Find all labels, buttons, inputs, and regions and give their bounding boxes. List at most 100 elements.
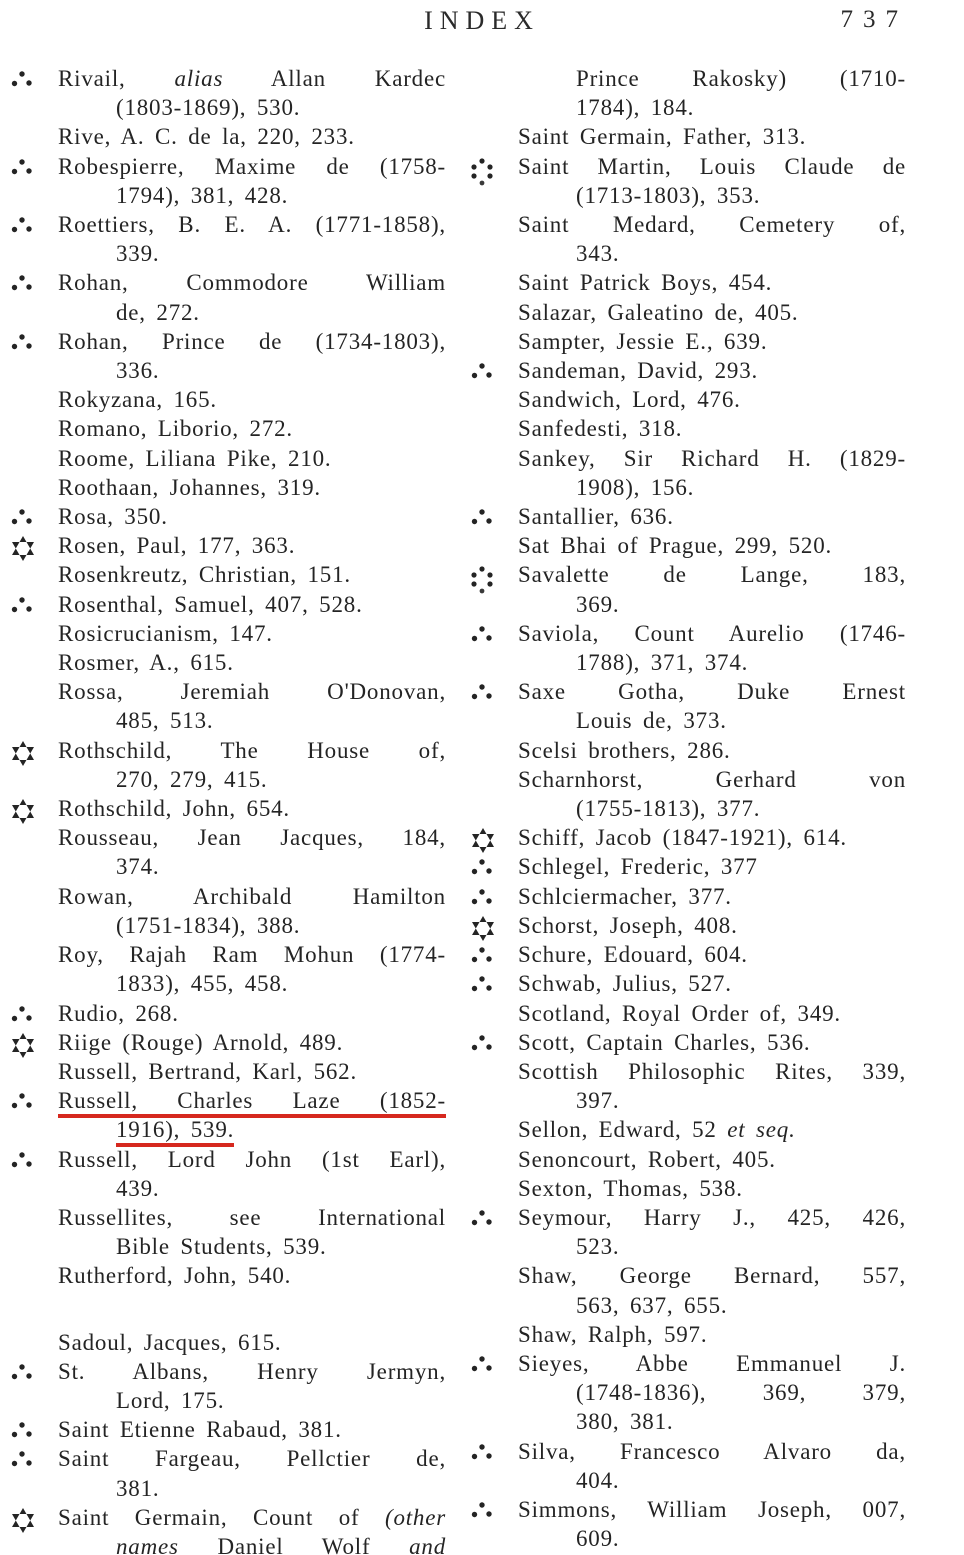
star-of-david-icon bbox=[10, 740, 40, 767]
entry-text: Seymour, Harry J., 425, 426, bbox=[518, 1204, 906, 1230]
star-of-david-icon bbox=[470, 915, 500, 942]
index-entry: Rosicrucianism, 147. bbox=[8, 619, 446, 648]
three-dots-icon bbox=[10, 595, 40, 615]
index-entry: Rivail, alias Allan Kardec (1803-1869), 5… bbox=[8, 64, 446, 122]
index-entry: Sampter, Jessie E., 639. bbox=[468, 327, 906, 356]
italic-text: et seq. bbox=[727, 1117, 796, 1143]
index-entry: Roettiers, B. E. A. (1771-1858), 339. bbox=[8, 210, 446, 268]
entry-text: Rosmer, A., 615. bbox=[58, 650, 234, 676]
index-entry: Saint Etienne Rabaud, 381. bbox=[8, 1415, 446, 1444]
entry-line: Scelsi brothers, 286. bbox=[518, 736, 906, 765]
entry-line: names Daniel Wolf and bbox=[58, 1532, 446, 1555]
entry-line: Saint Germain, Father, 313. bbox=[518, 122, 906, 151]
entry-text: Saxe Gotha, Duke Ernest bbox=[518, 679, 906, 705]
entry-text: 1784), 184. bbox=[576, 95, 695, 121]
star-of-david-icon bbox=[470, 828, 500, 854]
entry-text: Bible Students, 539. bbox=[116, 1234, 327, 1260]
entry-text: Rousseau, Jean Jacques, 184, bbox=[58, 825, 446, 851]
entry-line: Simmons, William Joseph, 007, bbox=[518, 1495, 906, 1524]
entry-line: Sat Bhai of Prague, 299, 520. bbox=[518, 531, 906, 560]
index-entry: Rowan, Archibald Hamilton (1751-1834), 38… bbox=[8, 882, 446, 940]
entry-line: Rousseau, Jean Jacques, 184, bbox=[58, 823, 446, 852]
entry-text: Saint Etienne Rabaud, 381. bbox=[58, 1417, 342, 1443]
entry-text: Scelsi brothers, 286. bbox=[518, 737, 731, 763]
entry-text: Rive, A. C. de la, 220, 233. bbox=[58, 124, 355, 150]
entry-line: 1908), 156. bbox=[518, 473, 906, 502]
index-entry: Simmons, William Joseph, 007, 609. bbox=[468, 1495, 906, 1553]
entry-text: Scott, Captain Charles, 536. bbox=[518, 1029, 811, 1055]
index-entry: Rossa, Jeremiah O'Donovan, 485, 513. bbox=[8, 677, 446, 735]
entry-text: Saint Fargeau, Pellctier de, bbox=[58, 1446, 446, 1472]
three-dots-icon bbox=[10, 157, 40, 177]
entry-text: Savalette de Lange, 183, bbox=[518, 562, 906, 588]
entry-line: Saint Etienne Rabaud, 381. bbox=[58, 1415, 446, 1444]
entry-line: 381. bbox=[58, 1474, 446, 1503]
index-entry: Rive, A. C. de la, 220, 233. bbox=[8, 122, 446, 151]
entry-line: Savalette de Lange, 183, bbox=[518, 560, 906, 589]
column-left: Rivail, alias Allan Kardec (1803-1869), 5… bbox=[8, 64, 446, 1555]
entry-text: Schure, Edouard, 604. bbox=[518, 942, 748, 968]
entry-line: 1794), 381, 428. bbox=[58, 181, 446, 210]
entry-line: 397. bbox=[518, 1086, 906, 1115]
italic-text: names bbox=[116, 1533, 179, 1555]
index-entry: Schwab, Julius, 527. bbox=[468, 969, 906, 998]
entry-text: Saint Patrick Boys, 454. bbox=[518, 270, 773, 296]
entry-line: Rossa, Jeremiah O'Donovan, bbox=[58, 677, 446, 706]
entry-text: Shaw, Ralph, 597. bbox=[518, 1321, 708, 1347]
index-entry: Schure, Edouard, 604. bbox=[468, 940, 906, 969]
index-entry: Schorst, Joseph, 408. bbox=[468, 911, 906, 942]
three-dots-icon bbox=[10, 1362, 40, 1382]
three-dots-icon bbox=[10, 273, 40, 293]
entry-line: Lord, 175. bbox=[58, 1386, 446, 1415]
entry-text: Rosenthal, Samuel, 407, 528. bbox=[58, 591, 363, 617]
entry-line: Rohan, Commodore William bbox=[58, 268, 446, 297]
entry-line: Russell, Charles Laze (1852- bbox=[58, 1086, 446, 1119]
three-dots-icon bbox=[470, 507, 500, 527]
three-dots-icon bbox=[470, 887, 500, 907]
entry-line: Rosa, 350. bbox=[58, 502, 446, 531]
entry-text: 380, 381. bbox=[576, 1409, 674, 1435]
entry-line: Santallier, 636. bbox=[518, 502, 906, 531]
index-entry: Roome, Liliana Pike, 210. bbox=[8, 444, 446, 473]
index-entry: Roothaan, Johannes, 319. bbox=[8, 473, 446, 502]
entry-line: 380, 381. bbox=[518, 1407, 906, 1436]
entry-text: Scharnhorst, Gerhard von bbox=[518, 766, 906, 792]
index-entry: Saint Germain, Father, 313. bbox=[468, 122, 906, 151]
entry-text: Salazar, Galeatino de, 405. bbox=[518, 299, 799, 325]
entry-text: 404. bbox=[576, 1467, 620, 1493]
index-entry: Russellites, see International Bible Stud… bbox=[8, 1203, 446, 1261]
three-dots-icon bbox=[10, 1004, 40, 1024]
entry-line: Rutherford, John, 540. bbox=[58, 1261, 446, 1290]
italic-text: (other bbox=[384, 1504, 446, 1530]
entry-text: Sandwich, Lord, 476. bbox=[518, 387, 741, 413]
entry-text: 485, 513. bbox=[116, 708, 214, 734]
entry-line: (1748-1836), 369, 379, bbox=[518, 1378, 906, 1407]
entry-line: Sankey, Sir Richard H. (1829- bbox=[518, 444, 906, 473]
entry-line: 1784), 184. bbox=[518, 93, 906, 122]
index-entry: Shaw, Ralph, 597. bbox=[468, 1320, 906, 1349]
entry-line: Rudio, 268. bbox=[58, 999, 446, 1028]
entry-text: 270, 279, 415. bbox=[116, 766, 268, 792]
index-entry: Rohan, Commodore William de, 272. bbox=[8, 268, 446, 326]
entry-line: 343. bbox=[518, 239, 906, 268]
entry-line: Saxe Gotha, Duke Ernest bbox=[518, 677, 906, 706]
entry-line: 1833), 455, 458. bbox=[58, 969, 446, 998]
entry-text: Rowan, Archibald Hamilton bbox=[58, 883, 446, 909]
entry-line: Louis de, 373. bbox=[518, 706, 906, 735]
entry-text: Lord, 175. bbox=[116, 1387, 225, 1413]
entry-line: 523. bbox=[518, 1232, 906, 1261]
entry-line: Roettiers, B. E. A. (1771-1858), bbox=[58, 210, 446, 239]
entry-line: Schwab, Julius, 527. bbox=[518, 969, 906, 998]
entry-line: Rosicrucianism, 147. bbox=[58, 619, 446, 648]
entry-text: 1788), 371, 374. bbox=[576, 650, 749, 676]
entry-line: Scotland, Royal Order of, 349. bbox=[518, 999, 906, 1028]
entry-line: de, 272. bbox=[58, 298, 446, 327]
entry-line: Saviola, Count Aurelio (1746- bbox=[518, 619, 906, 648]
six-dots-icon bbox=[470, 157, 500, 187]
entry-text: Scotland, Royal Order of, 349. bbox=[518, 1000, 841, 1026]
index-entry: Sankey, Sir Richard H. (1829- 1908), 156. bbox=[468, 444, 906, 502]
entry-text: Rothschild, The House of, bbox=[58, 737, 446, 763]
index-entry: Shaw, George Bernard, 557, 563, 637, 655. bbox=[468, 1261, 906, 1319]
red-underline-highlight: 1916), 539. bbox=[116, 1117, 235, 1148]
entry-line: Sieyes, Abbe Emmanuel J. bbox=[518, 1349, 906, 1378]
